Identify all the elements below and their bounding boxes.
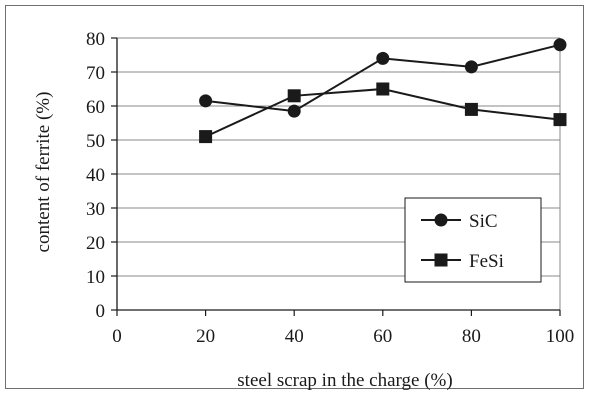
y-tick-label-0: 0: [96, 301, 106, 322]
x-tick-label-20: 20: [196, 326, 215, 347]
x-axis-title: steel scrap in the charge (%): [237, 370, 452, 391]
data-point-sic-40: [287, 104, 301, 118]
legend-label-fesi: FeSi: [469, 251, 504, 272]
legend-marker-fesi: [434, 253, 448, 267]
x-tick-label-100: 100: [546, 326, 575, 347]
data-point-fesi-40: [287, 89, 301, 103]
data-point-fesi-100: [553, 113, 567, 127]
y-tick-label-10: 10: [86, 267, 105, 288]
legend-box: [404, 197, 542, 283]
data-point-sic-20: [199, 94, 213, 108]
y-tick-label-80: 80: [86, 29, 105, 50]
data-point-fesi-60: [376, 82, 390, 96]
y-tick-label-30: 30: [86, 199, 105, 220]
data-point-sic-80: [464, 60, 478, 74]
y-tick-label-50: 50: [86, 131, 105, 152]
x-tick-label-80: 80: [462, 326, 481, 347]
legend-marker-sic: [434, 213, 448, 227]
x-tick-label-40: 40: [285, 326, 304, 347]
y-axis-title: content of ferrite (%): [33, 92, 54, 253]
y-tick-label-60: 60: [86, 97, 105, 118]
x-tick-label-60: 60: [373, 326, 392, 347]
data-point-fesi-80: [464, 102, 478, 116]
chart-frame: [5, 5, 584, 389]
x-tick-label-0: 0: [112, 326, 122, 347]
series-line-fesi: [205, 87, 561, 138]
y-tick-label-40: 40: [86, 165, 105, 186]
data-point-sic-60: [376, 51, 390, 65]
data-point-fesi-20: [199, 130, 213, 144]
data-point-sic-100: [553, 38, 567, 52]
y-tick-label-70: 70: [86, 63, 105, 84]
legend-label-sic: SiC: [469, 211, 498, 232]
y-tick-label-20: 20: [86, 233, 105, 254]
